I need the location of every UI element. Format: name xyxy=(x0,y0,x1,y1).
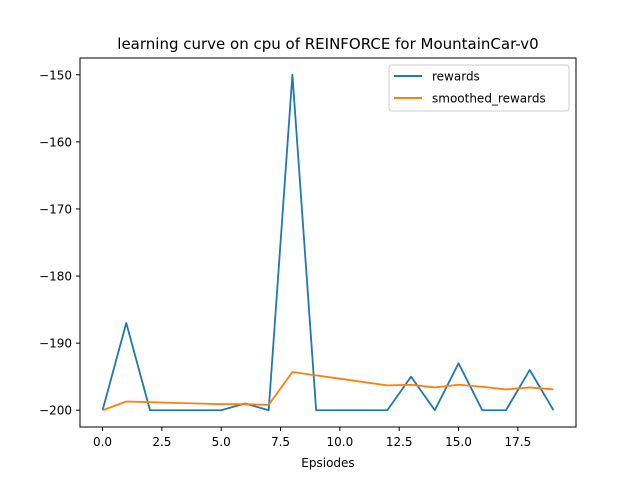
chart-title: learning curve on cpu of REINFORCE for M… xyxy=(117,35,538,53)
y-axis-ticks: −150 −160 −170 −180 −190 −200 xyxy=(39,68,80,418)
series-line-rewards xyxy=(101,73,555,412)
x-tick-label: 10.0 xyxy=(327,435,354,449)
legend-label-rewards: rewards xyxy=(432,70,480,84)
x-tick-label: 17.5 xyxy=(504,435,531,449)
plot-frame xyxy=(79,57,577,428)
y-tick-label: −190 xyxy=(39,337,72,351)
legend: rewards smoothed_rewards xyxy=(388,64,570,112)
x-tick-label: 2.5 xyxy=(152,435,171,449)
y-tick-label: −180 xyxy=(39,270,72,284)
x-tick-label: 0.0 xyxy=(93,435,112,449)
x-axis-label: Epsiodes xyxy=(301,456,354,470)
x-axis-ticks: 0.0 2.5 5.0 7.5 10.0 12.5 15.0 17.5 xyxy=(93,427,531,449)
x-tick-label: 12.5 xyxy=(386,435,413,449)
x-tick-label: 15.0 xyxy=(445,435,472,449)
y-tick-label: −170 xyxy=(39,202,72,216)
y-tick-label: −200 xyxy=(39,404,72,418)
legend-label-smoothed-rewards: smoothed_rewards xyxy=(432,92,546,106)
x-tick-label: 7.5 xyxy=(271,435,290,449)
series-line-smoothed-rewards xyxy=(102,371,554,412)
x-tick-label: 5.0 xyxy=(212,435,231,449)
y-tick-label: −150 xyxy=(39,68,72,82)
y-tick-label: −160 xyxy=(39,135,72,149)
legend-box xyxy=(388,64,570,112)
series-layer xyxy=(101,73,555,412)
